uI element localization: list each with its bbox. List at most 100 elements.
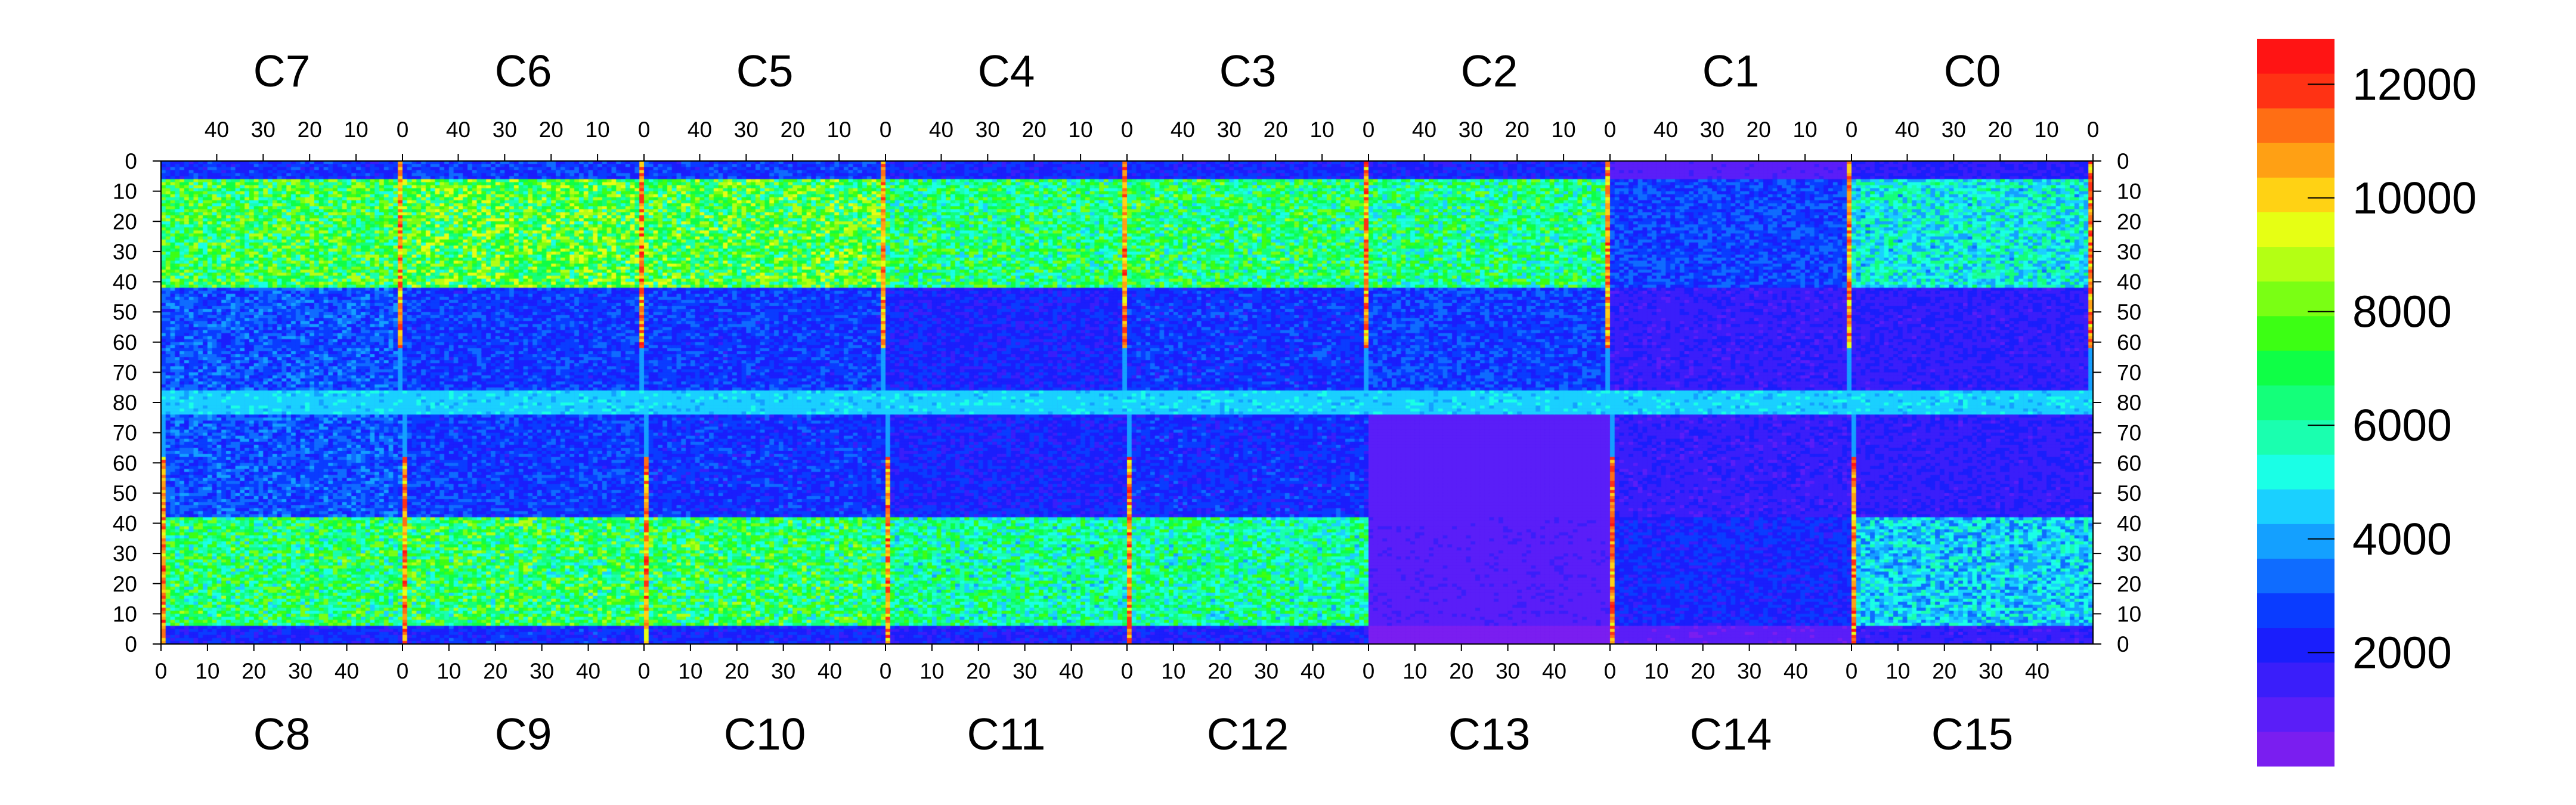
bottom-x-axis: 0 10 20 30 40 0 10 20 30 40 0 10 20 30 40 0 10 20 30 40 0 10 2… <box>155 644 2049 683</box>
chip-label-bottom: C11 <box>967 709 1045 759</box>
chip-label-top: C1 <box>1702 46 1760 96</box>
bottom-x-tick-label: 0 <box>1121 659 1134 683</box>
left-y-tick-label: 40 <box>113 270 137 295</box>
bottom-x-tick-label: 10 <box>436 659 461 683</box>
top-x-tick-label: 20 <box>539 117 564 142</box>
top-x-tick-label: 30 <box>251 117 275 142</box>
bottom-x-tick-label: 0 <box>638 659 651 683</box>
left-y-tick-label: 20 <box>113 572 137 596</box>
top-x-tick-label: 10 <box>827 117 852 142</box>
colorbar-tick-label: 6000 <box>2352 400 2452 450</box>
left-y-tick-label: 30 <box>113 240 137 264</box>
bottom-x-tick-label: 20 <box>242 659 266 683</box>
right-y-tick-label: 10 <box>2117 602 2141 626</box>
bottom-x-tick-label: 40 <box>1301 659 1325 683</box>
top-x-tick-label: 30 <box>976 117 1000 142</box>
right-y-tick-label: 80 <box>2117 391 2141 415</box>
right-y-tick-label: 10 <box>2117 179 2141 204</box>
colorbar-tick-label: 12000 <box>2352 59 2477 109</box>
top-x-tick-label: 10 <box>344 117 369 142</box>
colorbar-segment <box>2257 281 2334 317</box>
bottom-x-tick-label: 10 <box>678 659 702 683</box>
top-x-tick-label: 40 <box>1171 117 1195 142</box>
colorbar-segment <box>2257 212 2334 247</box>
colorbar-segment <box>2257 246 2334 282</box>
bottom-x-tick-label: 20 <box>966 659 990 683</box>
chip-label-top: C3 <box>1219 46 1277 96</box>
chip-label-top: C0 <box>1944 46 2001 96</box>
bottom-x-tick-label: 0 <box>1604 659 1617 683</box>
right-y-tick-label: 0 <box>2117 632 2129 657</box>
top-x-tick-label: 20 <box>781 117 805 142</box>
bottom-x-tick-label: 30 <box>1979 659 2003 683</box>
bottom-x-tick-label: 30 <box>1013 659 1037 683</box>
bottom-x-tick-label: 20 <box>1932 659 1956 683</box>
bottom-x-tick-label: 10 <box>1644 659 1668 683</box>
bottom-x-tick-label: 40 <box>818 659 842 683</box>
colorbar-tick-label: 8000 <box>2352 287 2452 337</box>
right-y-tick-label: 50 <box>2117 481 2141 506</box>
colorbar-segment <box>2257 73 2334 109</box>
chip-label-top: C5 <box>736 46 794 96</box>
bottom-x-tick-label: 0 <box>1846 659 1858 683</box>
top-x-tick-label: 40 <box>1654 117 1678 142</box>
right-y-tick-label: 30 <box>2117 541 2141 566</box>
bottom-x-tick-label: 40 <box>576 659 600 683</box>
top-x-tick-label: 10 <box>1069 117 1093 142</box>
bottom-x-tick-label: 30 <box>288 659 312 683</box>
bottom-x-tick-label: 0 <box>155 659 168 683</box>
bottom-x-tick-label: 40 <box>1059 659 1083 683</box>
top-x-tick-label: 0 <box>1363 117 1375 142</box>
colorbar-segment <box>2257 731 2334 767</box>
top-x-tick-label: 10 <box>1310 117 1335 142</box>
bottom-x-tick-label: 30 <box>530 659 554 683</box>
heatmap-image <box>161 161 2093 644</box>
top-x-tick-label: 20 <box>1505 117 1530 142</box>
top-x-tick-label: 20 <box>298 117 322 142</box>
colorbar-segment <box>2257 558 2334 594</box>
chip-label-top: C2 <box>1461 46 1518 96</box>
top-chip-labels: C7 C6 C5 C4 C3 C2 C1 C0 <box>253 46 2001 96</box>
heatmap-plot <box>161 161 2093 644</box>
top-x-tick-label: 30 <box>1700 117 1724 142</box>
top-x-tick-label: 0 <box>880 117 892 142</box>
bottom-x-tick-label: 0 <box>880 659 892 683</box>
chip-label-bottom: C10 <box>724 709 806 759</box>
right-y-tick-label: 30 <box>2117 240 2141 264</box>
left-y-tick-label: 60 <box>113 330 137 355</box>
top-x-tick-label: 30 <box>493 117 517 142</box>
right-y-tick-label: 20 <box>2117 209 2141 234</box>
right-y-tick-label: 60 <box>2117 451 2141 475</box>
top-x-tick-label: 30 <box>734 117 758 142</box>
top-x-tick-label: 0 <box>638 117 651 142</box>
top-x-tick-label: 20 <box>1022 117 1046 142</box>
colorbar-segment <box>2257 39 2334 74</box>
bottom-x-tick-label: 30 <box>1737 659 1761 683</box>
left-y-tick-label: 50 <box>113 481 137 506</box>
top-x-tick-label: 10 <box>1552 117 1576 142</box>
colorbar-segment <box>2257 177 2334 212</box>
chip-label-bottom: C12 <box>1207 709 1289 759</box>
colorbar-tick-label: 2000 <box>2352 627 2452 677</box>
left-y-tick-label: 30 <box>113 541 137 566</box>
bottom-x-tick-label: 10 <box>919 659 944 683</box>
top-x-tick-label: 30 <box>1459 117 1483 142</box>
colorbar-segment <box>2257 627 2334 663</box>
left-y-tick-label: 40 <box>113 512 137 536</box>
colorbar-tick-label: 10000 <box>2352 173 2477 223</box>
top-x-tick-label: 0 <box>1846 117 1858 142</box>
chip-label-top: C7 <box>253 46 311 96</box>
left-y-tick-label: 0 <box>125 149 137 174</box>
bottom-x-tick-label: 40 <box>335 659 359 683</box>
colorbar-segment <box>2257 315 2334 351</box>
top-x-tick-label: 40 <box>929 117 953 142</box>
bottom-x-tick-label: 10 <box>1161 659 1185 683</box>
top-x-tick-label: 40 <box>1412 117 1436 142</box>
chip-label-top: C6 <box>495 46 552 96</box>
right-y-tick-label: 50 <box>2117 300 2141 324</box>
bottom-x-tick-label: 0 <box>397 659 409 683</box>
right-y-axis: 0 10 20 30 40 50 60 70 80 70 60 50 40 30 20 10 0 <box>2093 149 2141 657</box>
bottom-x-tick-label: 10 <box>1885 659 1910 683</box>
left-y-tick-label: 10 <box>113 179 137 204</box>
colorbar-segment <box>2257 593 2334 628</box>
